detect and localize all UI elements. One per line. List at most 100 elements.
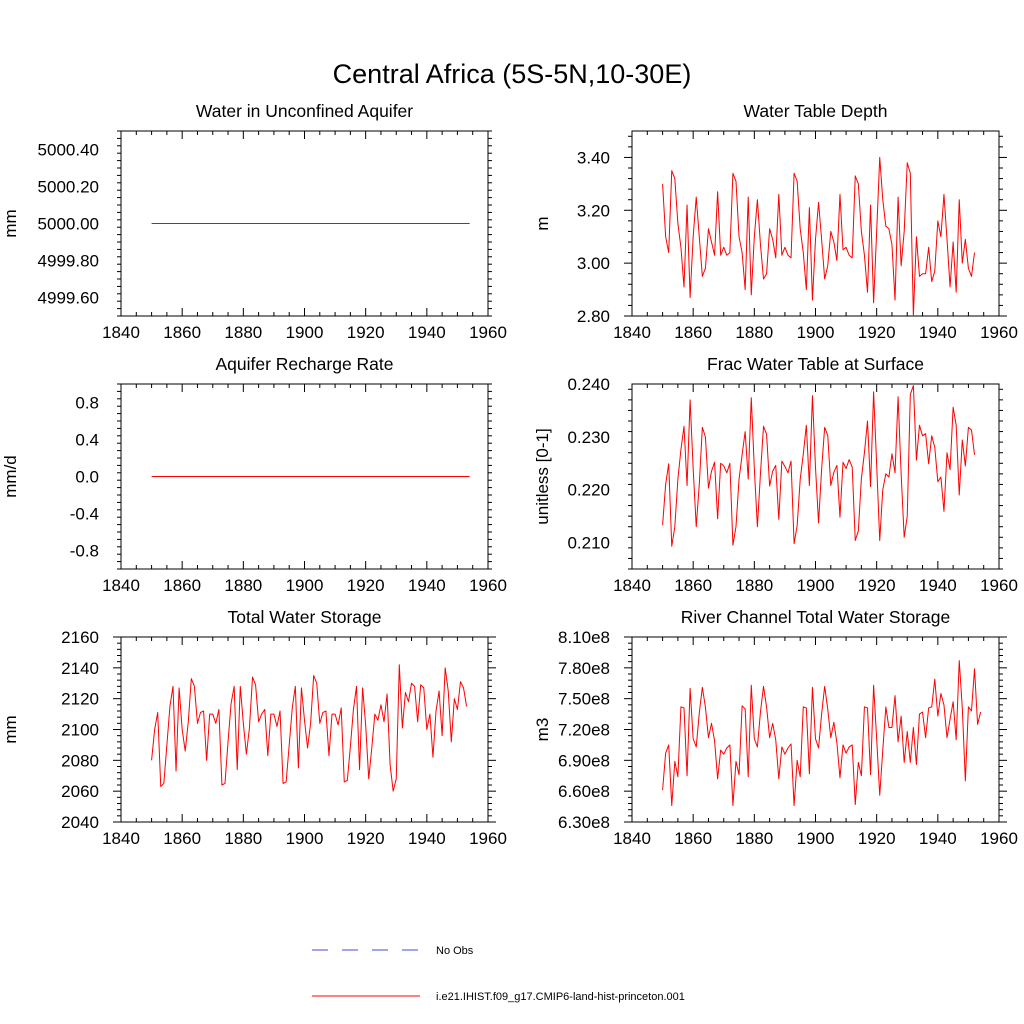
y-tick-label: 6.30e8 [558,813,610,832]
y-tick-label: 2160 [61,628,99,647]
x-tick-label: 1840 [102,829,140,848]
x-tick-label: 1840 [613,576,651,595]
panel-title: Aquifer Recharge Rate [215,354,393,374]
x-tick-label: 1900 [797,576,835,595]
y-axis-label: m3 [533,718,552,742]
y-tick-label: 7.20e8 [558,721,610,740]
x-tick-label: 1900 [797,323,835,342]
series-line [151,664,468,792]
x-tick-label: 1880 [224,323,262,342]
x-tick-label: 1880 [224,829,262,848]
x-tick-label: 1960 [980,829,1018,848]
y-tick-label: 3.40 [577,148,610,167]
x-tick-label: 1860 [674,829,712,848]
y-tick-label: 3.00 [577,254,610,273]
y-tick-label: -0.4 [70,505,99,524]
panels-group: Water in Unconfined Aquifer 1840 1860 1880 1… [1,101,1018,848]
panel-5: Total Water Storage 1840 1860 1880 1900 1920 1… [1,607,507,848]
x-tick-label: 1940 [408,829,446,848]
y-tick-label: 3.20 [577,201,610,220]
y-tick-label: 2120 [61,690,99,709]
x-tick-label: 1960 [469,829,507,848]
plot-frame [631,130,1000,317]
x-tick-label: 1940 [919,829,957,848]
y-tick-label: 8.10e8 [558,628,610,647]
x-tick-label: 1900 [286,323,324,342]
series-line [662,385,976,547]
y-tick-label: 6.60e8 [558,782,610,801]
y-tick-label: 0.210 [567,534,610,553]
x-tick-label: 1900 [286,829,324,848]
x-tick-label: 1940 [919,323,957,342]
y-axis-label: m [533,216,552,230]
x-tick-label: 1920 [858,576,896,595]
plot-frame [120,636,489,823]
panel-title: Total Water Storage [227,607,381,627]
x-tick-label: 1860 [674,576,712,595]
series-line [662,660,982,807]
y-tick-label: -0.8 [70,542,99,561]
x-tick-label: 1940 [408,323,446,342]
x-tick-label: 1880 [735,576,773,595]
x-tick-label: 1880 [224,576,262,595]
x-tick-label: 1920 [347,829,385,848]
panel-title: River Channel Total Water Storage [681,607,950,627]
y-tick-label: 2060 [61,782,99,801]
x-tick-label: 1960 [469,576,507,595]
x-tick-label: 1960 [980,576,1018,595]
x-tick-label: 1900 [797,829,835,848]
y-tick-label: 7.50e8 [558,690,610,709]
x-tick-label: 1840 [613,323,651,342]
y-tick-label: 6.90e8 [558,751,610,770]
panel-title: Water in Unconfined Aquifer [196,101,413,121]
legend-label-1: No Obs [436,945,474,957]
figure-title: Central Africa (5S-5N,10-30E) [333,59,692,89]
y-tick-label: 0.230 [567,428,610,447]
panel-title: Frac Water Table at Surface [707,354,924,374]
y-tick-label: 0.220 [567,481,610,500]
panel-2: Water Table Depth 1840 1860 1880 1900 1920 194… [533,101,1018,342]
x-tick-label: 1960 [469,323,507,342]
y-axis-label: unitless [0-1] [533,428,552,524]
x-tick-label: 1960 [980,323,1018,342]
y-tick-label: 2080 [61,751,99,770]
panel-6: River Channel Total Water Storage 1840 186… [533,607,1018,848]
y-tick-label: 2040 [61,813,99,832]
x-tick-label: 1840 [102,323,140,342]
y-tick-label: 4999.80 [38,252,99,271]
x-tick-label: 1920 [858,829,896,848]
x-tick-label: 1880 [735,323,773,342]
y-tick-label: 2140 [61,659,99,678]
y-tick-label: 2.80 [577,307,610,326]
panel-title: Water Table Depth [744,101,888,121]
y-axis-label: mm [1,715,20,743]
panel-3: Aquifer Recharge Rate 1840 1860 1880 1900 192… [1,354,507,595]
y-tick-label: 5000.00 [38,215,99,234]
legend-label-2: i.e21.IHIST.f09_g17.CMIP6-land-hist-prin… [436,991,685,1003]
x-tick-label: 1940 [919,576,957,595]
panel-4: Frac Water Table at Surface 1840 1860 1880 1… [533,354,1018,595]
y-axis-label: mm/d [1,455,20,498]
y-tick-label: 5000.20 [38,178,99,197]
panel-1: Water in Unconfined Aquifer 1840 1860 1880 1… [1,101,507,342]
y-tick-label: 4999.60 [38,289,99,308]
x-tick-label: 1860 [163,576,201,595]
y-axis-label: mm [1,209,20,237]
y-tick-label: 5000.40 [38,141,99,160]
x-tick-label: 1840 [102,576,140,595]
series-line [662,156,976,317]
y-tick-label: 0.240 [567,375,610,394]
x-tick-label: 1920 [858,323,896,342]
x-tick-label: 1900 [286,576,324,595]
x-tick-label: 1860 [163,323,201,342]
y-tick-label: 7.80e8 [558,659,610,678]
y-tick-label: 2100 [61,721,99,740]
x-tick-label: 1940 [408,576,446,595]
y-tick-label: 0.8 [75,394,99,413]
y-tick-label: 0.0 [75,468,99,487]
x-tick-label: 1860 [674,323,712,342]
x-tick-label: 1840 [613,829,651,848]
x-tick-label: 1920 [347,323,385,342]
x-tick-label: 1920 [347,576,385,595]
